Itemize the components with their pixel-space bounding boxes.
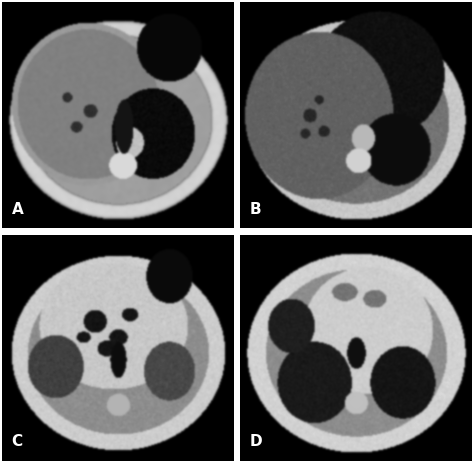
Text: D: D: [250, 434, 262, 450]
Text: C: C: [12, 434, 23, 450]
Text: A: A: [12, 202, 23, 217]
Text: B: B: [250, 202, 261, 217]
